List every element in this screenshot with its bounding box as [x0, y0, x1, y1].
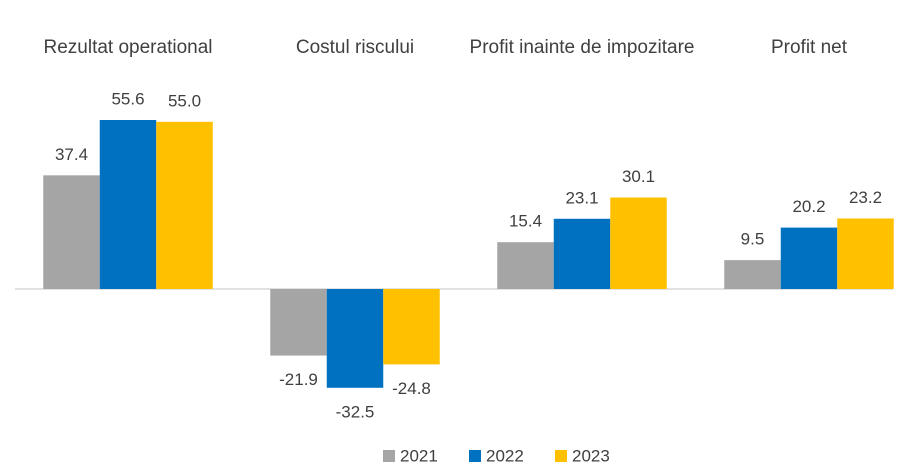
legend-label: 2023 [572, 446, 610, 465]
bar [610, 197, 667, 289]
bar [553, 218, 611, 289]
value-label: 55.0 [168, 91, 201, 110]
value-label: 9.5 [741, 230, 765, 249]
bar [837, 218, 894, 289]
value-label: 20.2 [792, 197, 825, 216]
legend-swatch [555, 450, 567, 462]
category-label: Costul riscului [295, 37, 415, 58]
legend-swatch [469, 450, 481, 462]
bar [383, 289, 440, 365]
bar [326, 289, 384, 388]
bar [724, 260, 781, 289]
value-label: 30.1 [622, 167, 655, 186]
bar [270, 289, 327, 356]
value-label: 23.2 [849, 188, 882, 207]
value-label: 23.1 [565, 188, 598, 207]
bar [43, 175, 100, 289]
category-label: Rezultat operational [43, 37, 213, 58]
bar [780, 227, 838, 289]
legend-label: 2021 [400, 446, 438, 465]
bar [497, 242, 554, 289]
category-label: Profit net [770, 37, 848, 58]
bar [156, 121, 213, 290]
value-label: -32.5 [336, 402, 375, 421]
bar [99, 120, 157, 289]
value-label: 15.4 [509, 212, 542, 231]
value-label: -21.9 [279, 370, 318, 389]
value-label: -24.8 [392, 379, 431, 398]
legend-swatch [383, 450, 395, 462]
category-label: Profit inainte de impozitare [469, 37, 695, 58]
legend-label: 2022 [486, 446, 524, 465]
value-label: 37.4 [55, 145, 88, 164]
value-label: 55.6 [111, 89, 144, 108]
